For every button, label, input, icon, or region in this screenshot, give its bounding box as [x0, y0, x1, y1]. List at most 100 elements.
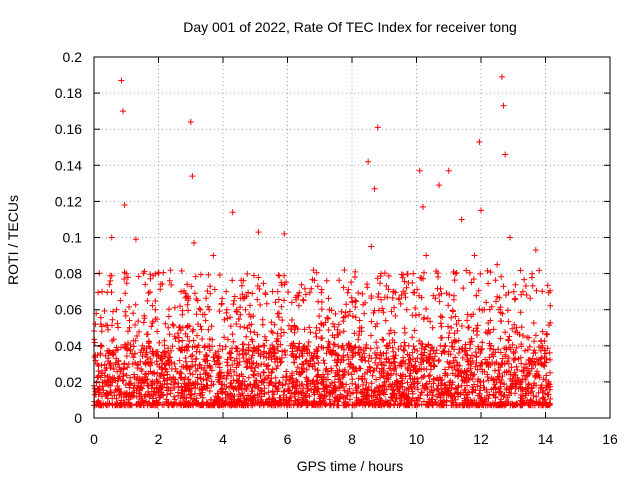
- data-point: [261, 333, 268, 340]
- data-point: [502, 151, 509, 158]
- data-point: [423, 252, 430, 259]
- x-axis-label: GPS time / hours: [297, 458, 404, 474]
- data-point: [178, 288, 185, 295]
- data-point: [442, 342, 449, 349]
- data-point: [368, 243, 375, 250]
- data-point: [403, 306, 410, 313]
- data-point: [319, 378, 326, 385]
- data-point: [339, 342, 346, 349]
- data-point: [494, 261, 501, 268]
- roti-sample-markers: [91, 267, 554, 409]
- data-point: [274, 288, 281, 295]
- data-points: [94, 73, 552, 385]
- data-point: [229, 209, 236, 216]
- data-point: [99, 288, 106, 295]
- data-point: [410, 270, 417, 277]
- data-point: [545, 378, 552, 385]
- data-point: [113, 306, 120, 313]
- data-point: [539, 342, 546, 349]
- y-tick-label: 0.18: [55, 85, 82, 101]
- data-point: [481, 306, 488, 313]
- data-point: [158, 369, 165, 376]
- data-point: [126, 324, 133, 331]
- data-point: [171, 360, 178, 367]
- data-point: [445, 167, 452, 174]
- data-point: [471, 252, 478, 259]
- data-point: [429, 324, 436, 331]
- grid-lines: [94, 57, 610, 418]
- data-point: [287, 342, 294, 349]
- data-point: [120, 108, 127, 115]
- data-point: [268, 369, 275, 376]
- data-point: [281, 230, 288, 237]
- x-tick-label: 10: [409, 431, 425, 447]
- data-point: [352, 297, 359, 304]
- x-tick-label: 2: [155, 431, 163, 447]
- data-point: [255, 229, 262, 236]
- y-tick-label: 0.06: [55, 302, 82, 318]
- x-tick-label: 4: [219, 431, 227, 447]
- data-point: [371, 185, 378, 192]
- data-point: [187, 118, 194, 125]
- x-tick-label: 14: [538, 431, 554, 447]
- data-point: [216, 342, 223, 349]
- data-point: [203, 369, 210, 376]
- data-point: [390, 288, 397, 295]
- data-point: [397, 360, 404, 367]
- data-point: [384, 342, 391, 349]
- data-point: [139, 342, 146, 349]
- x-tick-labels: 0 2 4 6 8 10 12 14 16: [90, 431, 618, 447]
- data-point: [452, 270, 459, 277]
- data-point: [108, 234, 115, 241]
- x-tick-label: 16: [602, 431, 618, 447]
- data-point: [358, 324, 365, 331]
- y-tick-label: 0.16: [55, 121, 82, 137]
- y-tick-label: 0: [74, 410, 82, 426]
- x-tick-label: 0: [90, 431, 98, 447]
- data-point: [184, 333, 191, 340]
- dense-scatter-cloud: [91, 267, 554, 409]
- data-point: [165, 324, 172, 331]
- chart-title: Day 001 of 2022, Rate Of TEC Index for r…: [183, 19, 517, 35]
- data-point: [365, 158, 372, 165]
- data-point: [294, 378, 301, 385]
- data-point: [378, 270, 385, 277]
- data-point: [249, 360, 256, 367]
- y-tick-label: 0.04: [55, 338, 82, 354]
- y-tick-label: 0.2: [63, 49, 83, 65]
- data-point: [118, 77, 125, 84]
- data-point: [103, 378, 110, 385]
- data-point: [332, 369, 339, 376]
- data-point: [313, 324, 320, 331]
- data-point: [436, 182, 443, 189]
- data-point: [121, 202, 128, 209]
- data-point: [132, 236, 139, 243]
- data-point: [236, 351, 243, 358]
- data-point: [307, 360, 314, 367]
- data-point: [513, 324, 520, 331]
- data-point: [532, 247, 539, 254]
- data-point: [507, 234, 514, 241]
- data-point: [478, 207, 484, 214]
- data-point: [498, 73, 505, 80]
- data-point: [210, 252, 217, 259]
- data-point: [476, 138, 483, 145]
- axis-ticks: [93, 56, 611, 419]
- data-point: [416, 167, 423, 174]
- data-point: [374, 124, 381, 131]
- data-point: [465, 324, 472, 331]
- y-axis-label: ROTI / TECUs: [5, 195, 21, 285]
- data-point: [300, 297, 307, 304]
- data-point: [223, 288, 230, 295]
- data-point: [145, 360, 152, 367]
- data-point: [326, 306, 333, 313]
- data-point: [189, 173, 196, 180]
- y-tick-label: 0.14: [55, 157, 82, 173]
- data-point: [458, 216, 465, 223]
- y-tick-labels: 0 0.02 0.04 0.06 0.08 0.1 0.12 0.14 0.16 0.18 0.2: [55, 49, 82, 426]
- y-tick-label: 0.12: [55, 193, 82, 209]
- data-point: [419, 203, 426, 210]
- data-point: [487, 342, 494, 349]
- data-point: [123, 270, 130, 277]
